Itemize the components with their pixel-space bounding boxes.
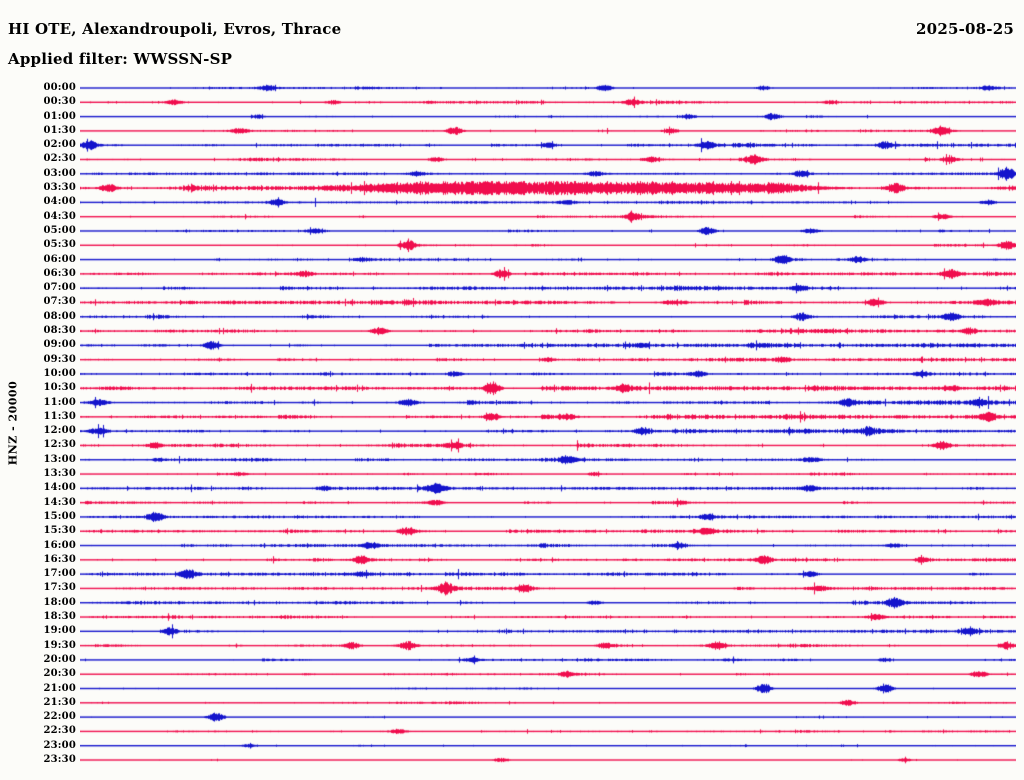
time-label: 09:00 [43, 339, 76, 351]
time-label: 23:00 [43, 739, 76, 751]
helicorder-canvas [80, 0, 1016, 780]
time-label: 03:00 [43, 167, 76, 179]
time-label: 12:00 [43, 425, 76, 437]
time-label: 21:30 [43, 696, 76, 708]
time-label: 10:30 [43, 382, 76, 394]
time-label: 17:00 [43, 568, 76, 580]
time-label: 17:30 [43, 582, 76, 594]
time-label: 06:00 [43, 253, 76, 265]
time-label: 11:00 [43, 396, 76, 408]
time-label: 07:00 [43, 282, 76, 294]
time-label: 00:00 [43, 82, 76, 93]
time-label: 19:00 [43, 625, 76, 637]
time-label: 02:00 [43, 139, 76, 151]
time-label: 16:30 [43, 553, 76, 565]
time-label: 04:00 [43, 196, 76, 208]
time-label: 16:00 [43, 539, 76, 551]
time-label: 14:30 [43, 496, 76, 508]
time-label: 05:30 [43, 239, 76, 251]
time-label: 20:00 [43, 653, 76, 665]
time-label: 22:30 [43, 725, 76, 737]
time-label: 22:00 [43, 711, 76, 723]
time-label: 14:00 [43, 482, 76, 494]
time-label: 00:30 [43, 96, 76, 108]
time-label: 01:00 [43, 110, 76, 122]
time-label: 07:30 [43, 296, 76, 308]
time-label: 10:00 [43, 367, 76, 379]
time-label: 03:30 [43, 182, 76, 194]
time-label: 02:30 [43, 153, 76, 165]
time-label: 15:30 [43, 525, 76, 537]
time-label: 18:30 [43, 611, 76, 623]
time-label: 21:00 [43, 682, 76, 694]
time-label: 08:30 [43, 325, 76, 337]
time-label: 23:30 [43, 754, 76, 765]
time-label: 01:30 [43, 124, 76, 136]
time-label: 08:00 [43, 310, 76, 322]
time-label: 13:30 [43, 468, 76, 480]
time-label: 15:00 [43, 510, 76, 522]
time-label: 09:30 [43, 353, 76, 365]
time-label: 05:00 [43, 224, 76, 236]
time-label: 11:30 [43, 410, 76, 422]
time-label: 20:30 [43, 668, 76, 680]
time-label: 06:30 [43, 267, 76, 279]
time-label: 18:00 [43, 596, 76, 608]
time-label: 04:30 [43, 210, 76, 222]
time-label: 19:30 [43, 639, 76, 651]
time-label: 12:30 [43, 439, 76, 451]
time-label: 13:00 [43, 453, 76, 465]
time-labels: 00:00 00:30 01:00 01:30 02:00 02:30 03:00 03:30… [0, 0, 78, 780]
